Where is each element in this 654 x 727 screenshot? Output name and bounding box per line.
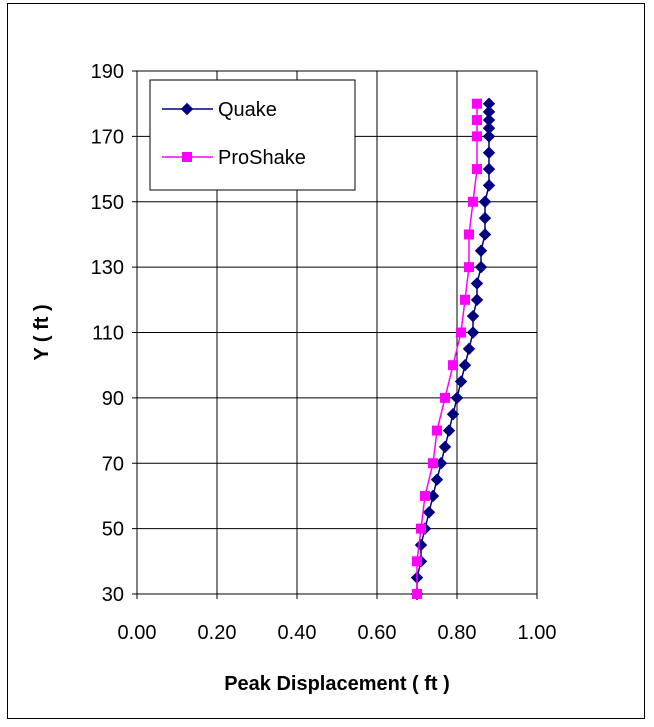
y-tick-label: 130: [91, 257, 124, 279]
y-tick-label: 30: [102, 584, 124, 606]
data-point-quake: [470, 293, 484, 307]
x-tick-label: 1.00: [518, 622, 557, 644]
x-tick-label: 0.60: [358, 622, 397, 644]
data-point-quake: [438, 440, 452, 454]
y-tick-label: 90: [102, 388, 124, 410]
data-point-proshake: [456, 327, 466, 338]
x-tick-labels: 0.00 0.20 0.40 0.60 0.80 1.00: [118, 622, 557, 644]
data-point-quake: [482, 105, 496, 119]
data-point-proshake: [448, 360, 458, 371]
data-point-quake: [442, 424, 456, 437]
data-point-proshake: [428, 458, 438, 469]
legend-marker: [180, 102, 194, 116]
data-point-quake: [454, 375, 468, 388]
data-point-quake: [458, 358, 472, 372]
data-point-proshake: [420, 490, 430, 501]
y-tick-label: 150: [91, 192, 124, 214]
plot-area: [136, 70, 538, 595]
y-tick-label: 110: [92, 323, 124, 345]
data-point-proshake: [412, 556, 422, 567]
x-tick-label: 0.20: [198, 622, 237, 644]
data-point-quake: [414, 538, 428, 552]
data-point-quake: [478, 195, 492, 208]
data-point-quake: [482, 146, 496, 159]
series-proshake: [412, 98, 482, 599]
data-point-proshake: [464, 229, 474, 240]
legend-item-proshake: ProShake: [162, 147, 306, 169]
legend-marker: [182, 152, 192, 162]
y-axis-title: Y ( ft ): [31, 304, 53, 360]
data-point-quake: [430, 473, 444, 486]
series-layer: [410, 97, 496, 601]
data-point-quake: [474, 244, 488, 257]
data-point-quake: [478, 228, 492, 241]
data-point-proshake: [472, 164, 482, 175]
data-point-proshake: [472, 98, 482, 109]
data-point-quake: [446, 408, 460, 421]
data-point-quake: [482, 97, 496, 110]
x-tick-label: 0.00: [118, 622, 157, 644]
y-tick-label: 190: [91, 61, 124, 83]
x-axis-title: Peak Displacement ( ft ): [224, 673, 450, 695]
data-point-quake: [482, 179, 496, 192]
data-point-quake: [450, 391, 464, 405]
data-point-proshake: [472, 131, 482, 142]
y-tick-labels: 30 50 70 90 110 130 150 170 190: [91, 61, 124, 606]
data-point-quake: [482, 162, 496, 176]
legend-box: [149, 79, 356, 191]
data-point-quake: [466, 326, 480, 339]
legend-label: Quake: [218, 99, 277, 121]
x-tick-label: 0.80: [438, 622, 477, 644]
data-point-proshake: [468, 196, 478, 207]
data-point-proshake: [416, 523, 426, 534]
legend-item-quake: Quake: [162, 99, 277, 121]
data-point-proshake: [464, 262, 474, 273]
y-tick-label: 170: [91, 126, 124, 148]
data-point-proshake: [432, 425, 442, 436]
legend-label: ProShake: [218, 147, 306, 169]
data-point-proshake: [440, 392, 450, 403]
data-point-quake: [422, 506, 436, 519]
data-point-proshake: [472, 115, 482, 126]
data-point-quake: [466, 309, 480, 323]
y-tick-label: 50: [102, 519, 124, 541]
series-line-quake: [416, 103, 490, 594]
data-point-quake: [462, 342, 476, 356]
data-point-quake: [470, 277, 484, 290]
data-point-proshake: [460, 294, 470, 305]
y-tick-label: 70: [102, 453, 124, 475]
data-point-proshake: [412, 589, 422, 599]
data-point-quake: [482, 130, 496, 143]
data-point-quake: [482, 121, 496, 135]
x-tick-label: 0.40: [278, 622, 317, 644]
data-point-quake: [478, 211, 492, 225]
legend: Quake ProShake: [149, 79, 356, 191]
data-point-quake: [474, 260, 488, 274]
data-point-quake: [482, 113, 496, 127]
